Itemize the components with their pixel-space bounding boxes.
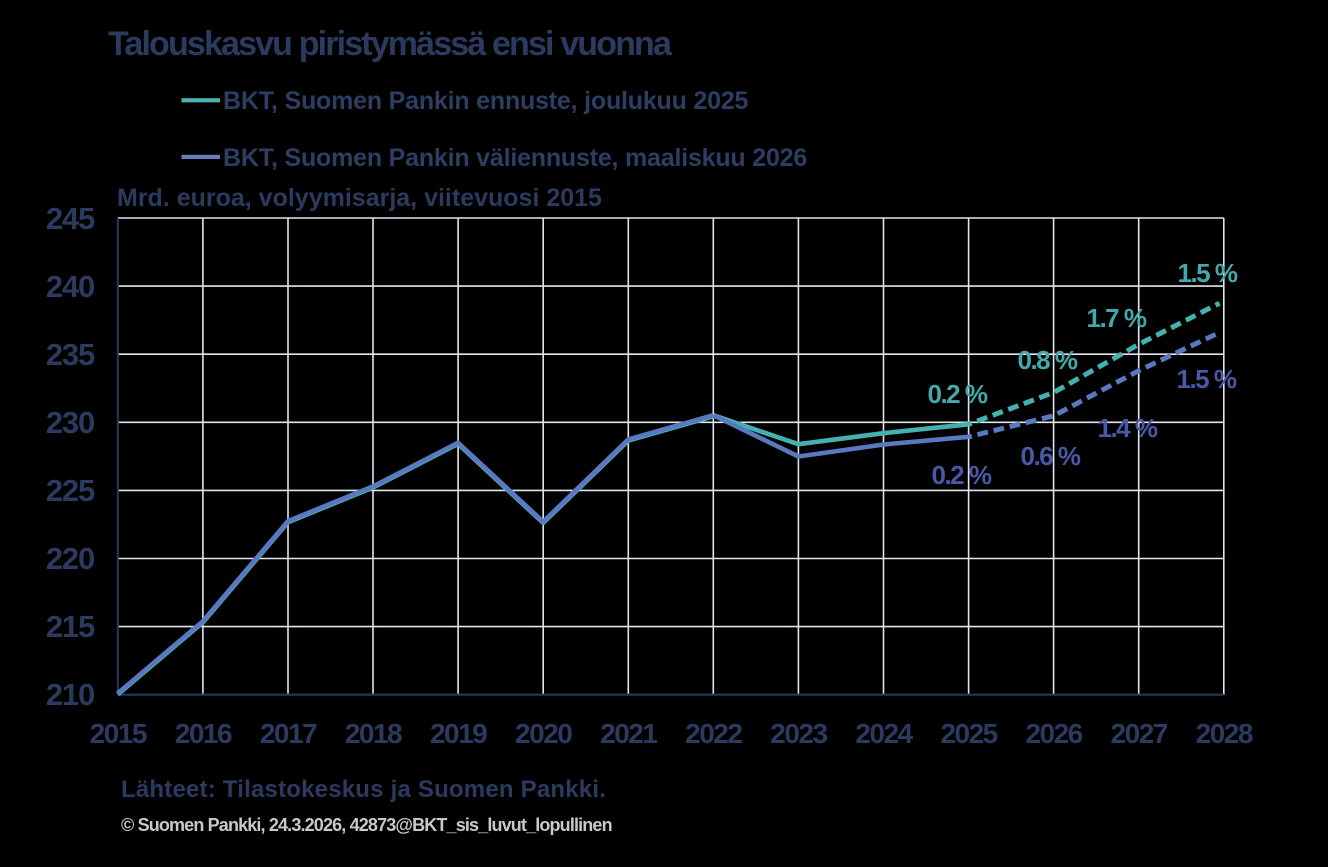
svg-text:© Suomen Pankki, 24.3.2026, 42: © Suomen Pankki, 24.3.2026, 42873@BKT_si… [121,815,612,835]
svg-text:245: 245 [46,201,95,236]
svg-text:1.5 %: 1.5 % [1178,258,1238,288]
svg-text:2018: 2018 [345,718,402,749]
svg-text:1.5 %: 1.5 % [1177,364,1237,394]
svg-text:2022: 2022 [685,718,742,749]
svg-text:215: 215 [46,609,95,644]
svg-text:2019: 2019 [430,718,487,749]
svg-text:210: 210 [46,677,94,712]
svg-text:BKT, Suomen Pankin väliennuste: BKT, Suomen Pankin väliennuste, maalisku… [223,144,807,172]
svg-text:1.7 %: 1.7 % [1087,303,1147,333]
svg-text:2024: 2024 [855,718,913,749]
svg-text:0.2 %: 0.2 % [928,379,988,409]
svg-text:2027: 2027 [1111,718,1168,749]
svg-text:2017: 2017 [260,718,317,749]
svg-text:Talouskasvu piristymässä ensi: Talouskasvu piristymässä ensi vuonna [108,25,673,63]
svg-text:2025: 2025 [940,718,997,749]
svg-text:2021: 2021 [600,718,657,749]
svg-text:Mrd. euroa, volyymisarja, viit: Mrd. euroa, volyymisarja, viitevuosi 201… [117,184,602,212]
svg-text:1.4 %: 1.4 % [1098,413,1158,443]
svg-text:0.6 %: 0.6 % [1021,441,1081,471]
svg-text:2028: 2028 [1196,718,1253,749]
svg-text:230: 230 [46,405,94,440]
svg-text:240: 240 [46,269,94,304]
svg-text:BKT, Suomen Pankin ennuste, jo: BKT, Suomen Pankin ennuste, joulukuu 202… [223,87,749,115]
svg-text:2023: 2023 [770,718,827,749]
svg-text:0.8 %: 0.8 % [1018,345,1078,375]
svg-text:220: 220 [46,541,94,576]
svg-text:0.2 %: 0.2 % [932,460,992,490]
svg-text:2015: 2015 [90,718,147,749]
svg-text:235: 235 [46,337,95,372]
svg-text:2026: 2026 [1025,718,1082,749]
svg-text:2020: 2020 [515,718,572,749]
svg-text:Lähteet: Tilastokeskus ja Suom: Lähteet: Tilastokeskus ja Suomen Pankki. [121,776,606,803]
svg-text:225: 225 [46,473,95,508]
svg-text:2016: 2016 [175,718,232,749]
